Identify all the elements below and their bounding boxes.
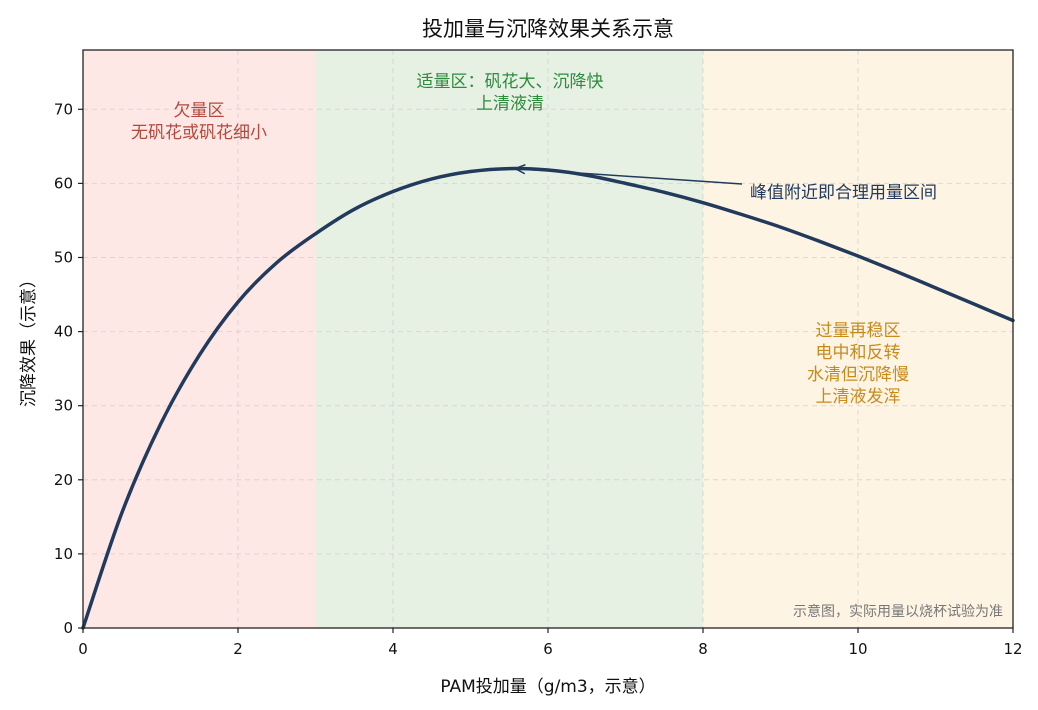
y-axis: 0 10 20 30 40 50 60 70 <box>54 100 83 637</box>
chart-title: 投加量与沉降效果关系示意 <box>422 17 674 41</box>
x-tick-label: 10 <box>848 640 867 658</box>
region-band <box>315 50 703 628</box>
annotation-label: 峰值附近即合理用量区间 <box>750 183 937 203</box>
region-label-line: 电中和反转 <box>816 343 901 363</box>
region-label-line: 欠量区 <box>174 101 225 121</box>
region-labels: 欠量区无矾花或矾花细小 适量区：矾花大、沉降快上清液清过量再稳区电中和反转水清但沉… <box>131 72 909 407</box>
region-label: 过量再稳区电中和反转水清但沉降慢上清液发浑 <box>807 321 909 407</box>
region-label-line: 上清液发浑 <box>816 387 901 407</box>
y-tick-label: 0 <box>63 619 73 637</box>
x-tick-label: 6 <box>543 640 553 658</box>
series-line <box>81 166 1015 630</box>
y-tick-label: 20 <box>54 471 73 489</box>
shaded-regions <box>83 50 1013 628</box>
y-tick-label: 30 <box>54 397 73 415</box>
annotations: 峰值附近即合理用量区间 <box>514 164 937 203</box>
region-label-line: 水清但沉降慢 <box>807 364 909 385</box>
y-tick-label: 60 <box>54 174 73 192</box>
footnote: 示意图，实际用量以烧杯试验为准 <box>793 603 1003 620</box>
region-band <box>83 50 316 628</box>
x-axis: 0 2 4 6 8 10 12 <box>78 628 1023 658</box>
region-label-line: 无矾花或矾花细小 <box>131 123 267 143</box>
y-tick-label: 40 <box>54 323 73 341</box>
y-tick-label: 50 <box>54 248 73 266</box>
plot-area: 欠量区无矾花或矾花细小 适量区：矾花大、沉降快上清液清过量再稳区电中和反转水清但沉… <box>81 49 1015 630</box>
region-label-line: 过量再稳区 <box>816 321 901 341</box>
y-axis-label: 沉降效果（示意） <box>19 271 39 407</box>
x-tick-label: 8 <box>698 640 708 658</box>
region-label: 适量区：矾花大、沉降快上清液清 <box>417 72 604 114</box>
y-tick-label: 70 <box>54 100 73 118</box>
grid-lines <box>83 50 1013 628</box>
x-tick-label: 12 <box>1003 640 1022 658</box>
annotation-arrow <box>521 168 743 185</box>
x-axis-label: PAM投加量（g/m3，示意） <box>440 677 655 697</box>
region-label-line: 适量区：矾花大、沉降快 <box>417 72 604 92</box>
region-label-line: 上清液清 <box>476 94 544 114</box>
series-lines <box>81 166 1015 630</box>
x-tick-label: 4 <box>388 640 398 658</box>
annotation-arrowhead <box>514 164 526 175</box>
y-tick-label: 10 <box>54 545 73 563</box>
x-tick-label: 0 <box>78 640 88 658</box>
region-label: 欠量区无矾花或矾花细小 <box>131 101 267 143</box>
x-tick-label: 2 <box>233 640 243 658</box>
